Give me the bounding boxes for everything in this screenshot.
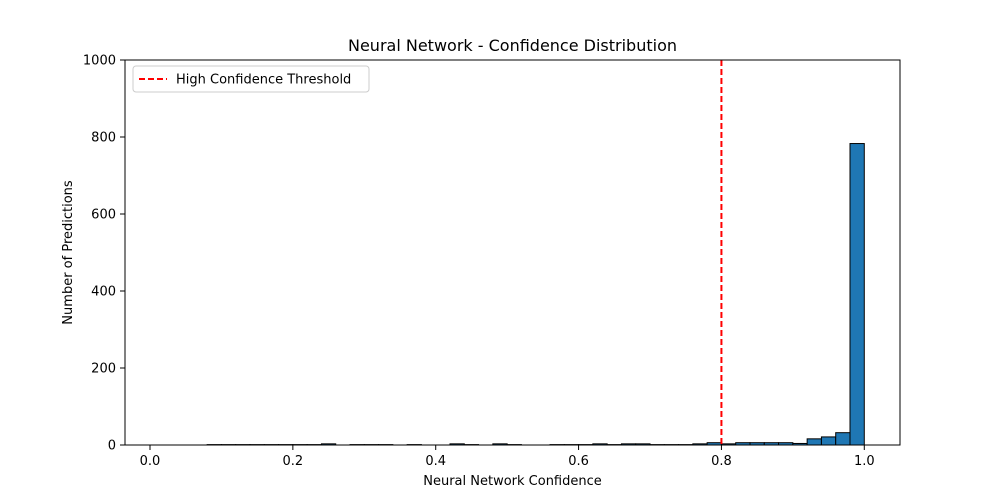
x-axis-label: Neural Network Confidence [423,474,602,489]
x-tick-label: 0.4 [425,454,446,469]
bars-layer [207,144,864,445]
chart-title: Neural Network - Confidence Distribution [348,36,677,55]
histogram-bar [836,433,850,445]
y-tick-label: 400 [91,285,116,300]
x-tick-label: 1.0 [854,454,875,469]
x-tick-label: 0.6 [568,454,589,469]
plot-frame [125,60,900,445]
histogram-bar [821,437,835,445]
y-tick-label: 1000 [83,54,116,69]
histogram-bar [807,439,821,445]
y-tick-label: 800 [91,131,116,146]
legend: High Confidence Threshold [133,66,369,92]
x-tick-label: 0.8 [711,454,732,469]
y-tick-label: 600 [91,208,116,223]
y-axis-label: Number of Predictions [61,180,76,325]
x-tick-label: 0.0 [140,454,161,469]
x-tick-label: 0.2 [283,454,304,469]
ticks-layer: 0.0 0.2 0.4 0.6 0.8 1.0 0 200 400 600 800 1000 [83,54,875,470]
legend-threshold-label: High Confidence Threshold [176,73,351,88]
histogram-bar [850,144,864,445]
y-tick-label: 0 [108,439,116,454]
y-tick-label: 200 [91,362,116,377]
